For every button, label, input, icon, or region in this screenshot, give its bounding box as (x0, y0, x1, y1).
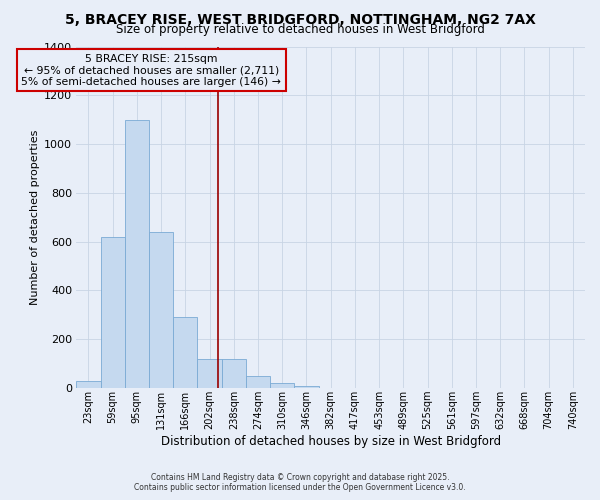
X-axis label: Distribution of detached houses by size in West Bridgford: Distribution of detached houses by size … (161, 434, 501, 448)
Bar (270, 383, 295, 388)
Bar (173, 318, 197, 388)
Text: 5 BRACEY RISE: 215sqm
← 95% of detached houses are smaller (2,711)
5% of semi-de: 5 BRACEY RISE: 215sqm ← 95% of detached … (22, 54, 281, 87)
Text: Size of property relative to detached houses in West Bridgford: Size of property relative to detached ho… (116, 22, 484, 36)
Bar (221, 359, 246, 388)
Bar (295, 386, 319, 388)
Text: 5, BRACEY RISE, WEST BRIDGFORD, NOTTINGHAM, NG2 7AX: 5, BRACEY RISE, WEST BRIDGFORD, NOTTINGH… (65, 12, 535, 26)
Y-axis label: Number of detached properties: Number of detached properties (30, 130, 40, 305)
Bar (76, 380, 101, 388)
Bar (197, 359, 221, 388)
Bar (125, 120, 149, 388)
Text: Contains HM Land Registry data © Crown copyright and database right 2025.
Contai: Contains HM Land Registry data © Crown c… (134, 473, 466, 492)
Bar (149, 232, 173, 388)
Bar (246, 376, 270, 388)
Bar (101, 237, 125, 388)
